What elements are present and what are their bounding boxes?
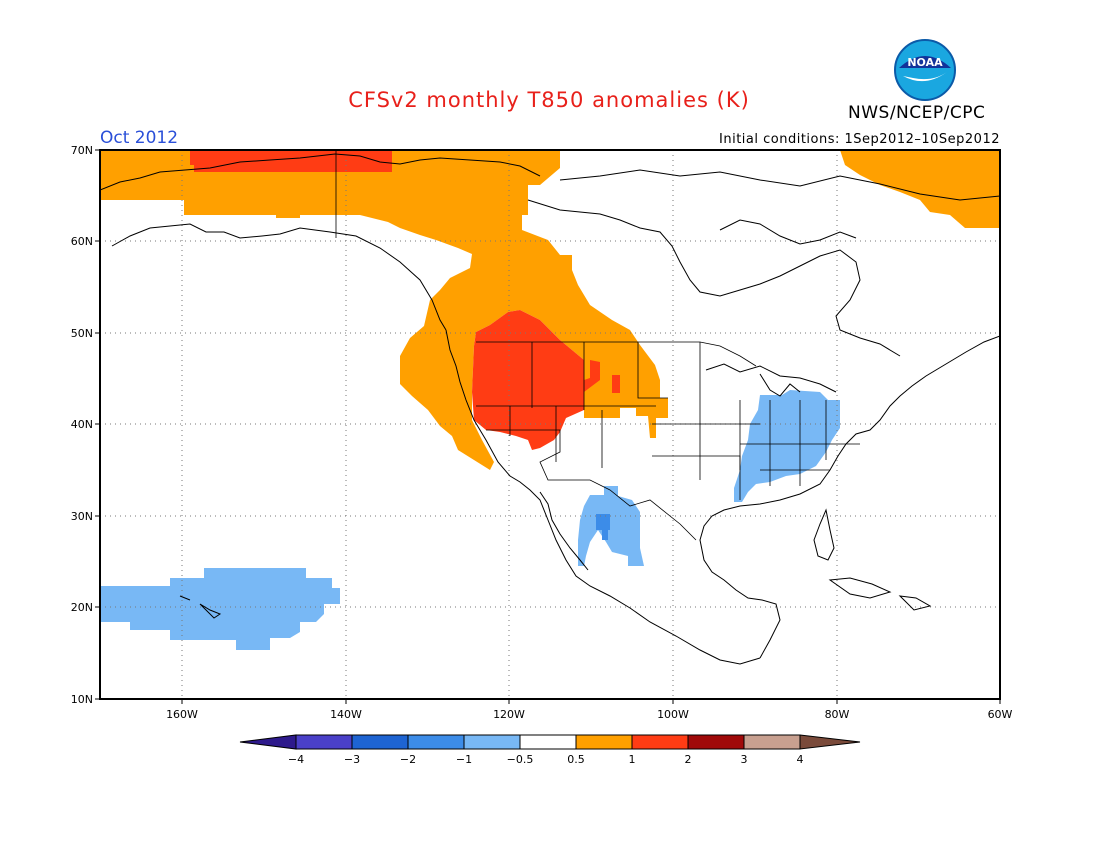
lat-label: 50N: [71, 327, 93, 340]
colorbar-end-high: [799, 734, 861, 750]
lat-label: 40N: [71, 418, 93, 431]
colorbar-label: 0.5: [567, 753, 585, 766]
colorbar: [239, 734, 861, 750]
lat-label: 10N: [71, 693, 93, 706]
colorbar-label: 1: [629, 753, 636, 766]
lon-label: 100W: [657, 708, 689, 721]
anomaly-region-positive-moderate: [190, 150, 392, 172]
forecast-period: Oct 2012: [100, 128, 179, 148]
colorbar-segment: [351, 734, 409, 750]
colorbar-segment: [575, 734, 633, 750]
colorbar-segment: [687, 734, 745, 750]
lat-label: 60N: [71, 235, 93, 248]
colorbar-segment: [631, 734, 689, 750]
colorbar-label: 2: [685, 753, 692, 766]
lon-label: 120W: [493, 708, 525, 721]
latitude-labels: 70N 60N 50N 40N 30N 20N 10N: [71, 144, 93, 706]
colorbar-label: 4: [797, 753, 804, 766]
anomaly-region-positive-weak: [840, 150, 1000, 228]
lon-label: 160W: [166, 708, 198, 721]
axis-ticks: [95, 149, 1001, 704]
coastlines: [100, 153, 1000, 665]
lon-label: 60W: [988, 708, 1013, 721]
anomaly-region-negative-weak: [734, 390, 840, 502]
anomaly-region-positive-moderate: [612, 375, 620, 393]
lat-label: 70N: [71, 144, 93, 157]
colorbar-segment: [743, 734, 801, 750]
colorbar-segment: [463, 734, 521, 750]
colorbar-label: 3: [741, 753, 748, 766]
anomaly-region-negative-weak: [578, 486, 644, 566]
political-borders: [335, 150, 860, 541]
agency-label: NWS/NCEP/CPC: [848, 103, 986, 123]
lat-label: 20N: [71, 601, 93, 614]
anomaly-region-negative-moderate: [596, 514, 610, 530]
colorbar-label: −3: [344, 753, 360, 766]
colorbar-labels: −4 −3 −2 −1 −0.5 0.5 1 2 3 4: [288, 753, 804, 766]
lon-label: 140W: [330, 708, 362, 721]
graticule: [100, 150, 1000, 699]
anomaly-region-positive-moderate: [472, 310, 600, 450]
colorbar-label: −0.5: [507, 753, 534, 766]
longitude-labels: 160W 140W 120W 100W 80W 60W: [166, 708, 1012, 721]
colorbar-segment: [407, 734, 465, 750]
logo-text: NOAA: [907, 56, 943, 69]
initial-conditions: Initial conditions: 1Sep2012–10Sep2012: [719, 132, 1000, 147]
anomaly-shading: [100, 150, 1000, 650]
lon-label: 80W: [825, 708, 850, 721]
noaa-logo-icon: NOAA: [894, 39, 956, 101]
colorbar-label: −4: [288, 753, 304, 766]
map-title: CFSv2 monthly T850 anomalies (K): [348, 88, 750, 112]
anomaly-region-positive-weak: [100, 150, 668, 470]
colorbar-segment: [519, 734, 577, 750]
anomaly-region-negative-weak: [100, 568, 340, 650]
colorbar-segment: [295, 734, 353, 750]
anomaly-region-negative-moderate: [602, 530, 608, 540]
colorbar-label: −2: [400, 753, 416, 766]
colorbar-label: −1: [456, 753, 472, 766]
lat-label: 30N: [71, 510, 93, 523]
colorbar-end-low: [239, 734, 297, 750]
